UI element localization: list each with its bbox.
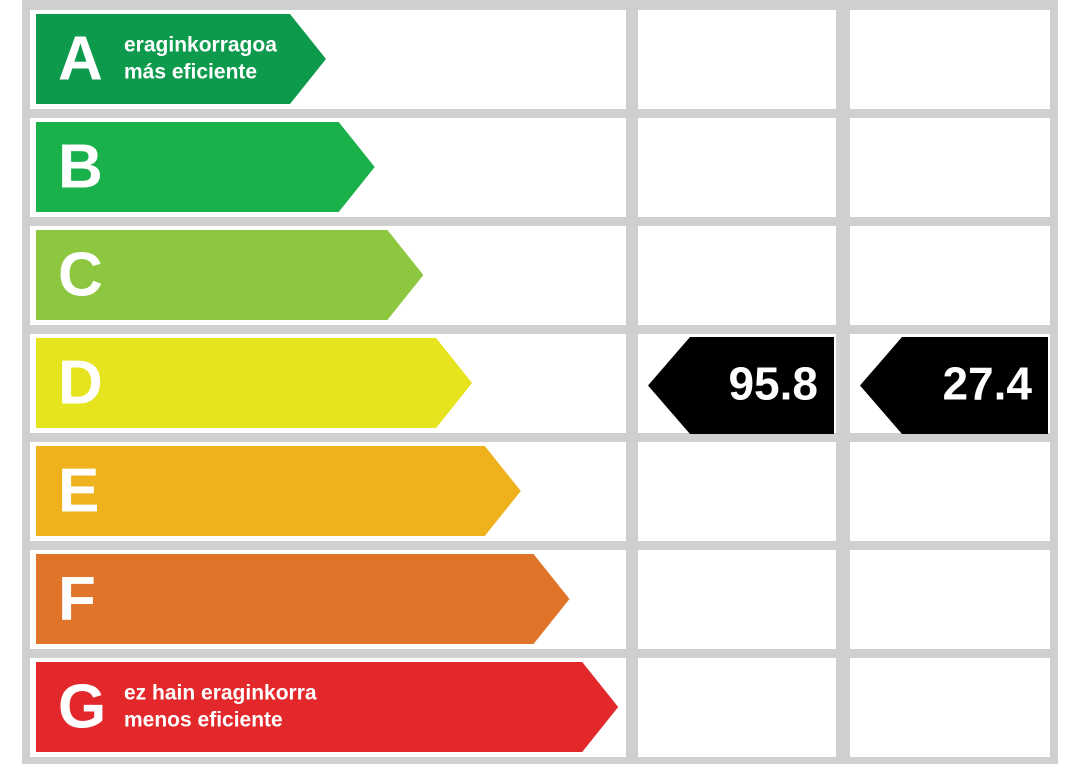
rating-letter: A	[58, 24, 103, 93]
rating-letter: E	[58, 456, 99, 525]
rating-caption: ez hain eraginkorra	[124, 682, 317, 705]
rating-letter: G	[58, 672, 106, 741]
rating-letter: F	[58, 564, 96, 633]
indicator-value: 95.8	[728, 358, 818, 410]
cell	[850, 226, 1050, 325]
rating-bar	[36, 14, 326, 104]
cell	[850, 550, 1050, 649]
cell	[850, 658, 1050, 757]
cell	[850, 118, 1050, 217]
indicator-value: 27.4	[942, 358, 1032, 410]
rating-bar	[36, 122, 375, 212]
rating-bar	[36, 554, 570, 644]
rating-letter: C	[58, 240, 103, 309]
indicator-arrow	[648, 337, 834, 434]
rating-bar	[36, 662, 619, 752]
rating-caption: menos eficiente	[124, 709, 283, 732]
rating-bar	[36, 230, 424, 320]
cell	[638, 226, 836, 325]
rating-bar	[36, 338, 473, 428]
indicator-arrow	[860, 337, 1048, 434]
cell	[638, 442, 836, 541]
cell	[850, 442, 1050, 541]
rating-letter: D	[58, 348, 103, 417]
rating-bar	[36, 446, 521, 536]
rating-letter: B	[58, 132, 103, 201]
cell	[850, 10, 1050, 109]
cell	[638, 658, 836, 757]
rating-caption: más eficiente	[124, 61, 257, 84]
rating-caption: eraginkorragoa	[124, 34, 277, 57]
cell	[638, 10, 836, 109]
cell	[638, 118, 836, 217]
cell	[638, 550, 836, 649]
